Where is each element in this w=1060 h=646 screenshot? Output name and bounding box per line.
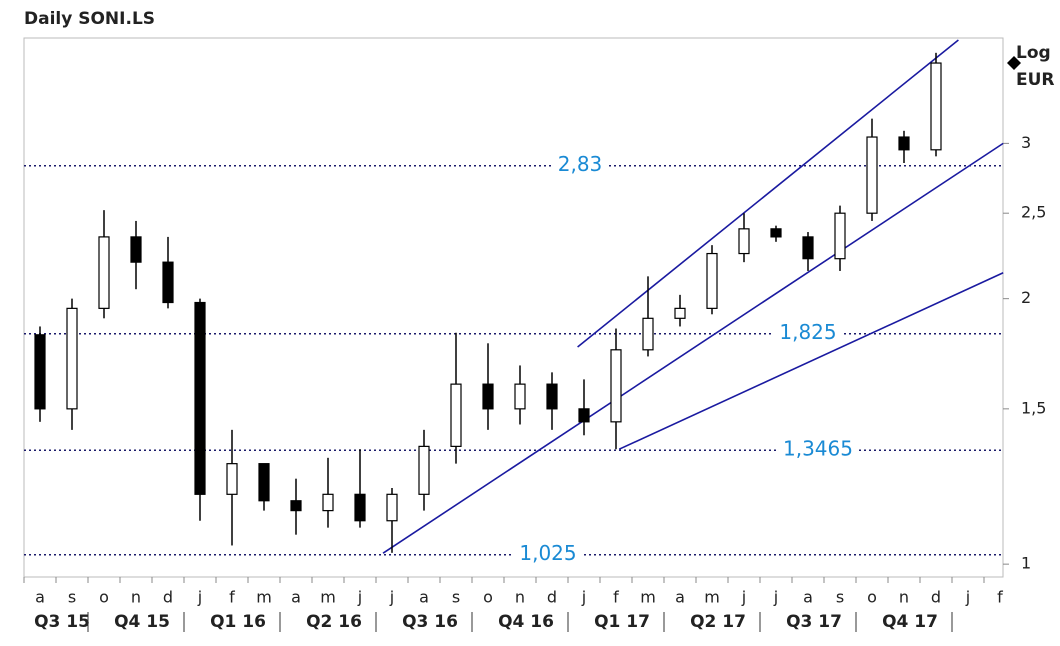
candle-body: [514, 383, 526, 410]
x-tick-label: a: [803, 588, 813, 607]
candle-body: [290, 500, 302, 512]
x-tick-label: o: [867, 588, 877, 607]
plot-frame: [23, 37, 1004, 578]
x-tick-label: j: [741, 588, 746, 607]
candle-body: [610, 349, 622, 423]
level-label: 1,025: [519, 541, 576, 565]
x-tick-label: j: [389, 588, 394, 607]
candle-body: [354, 493, 366, 522]
candle-body: [642, 317, 654, 351]
x-tick-label: j: [965, 588, 970, 607]
candle-body: [546, 383, 558, 410]
x-tick-label: s: [836, 588, 844, 607]
candle-body: [706, 252, 718, 309]
candle-body: [66, 307, 78, 410]
x-tick-label: f: [229, 588, 235, 607]
candle-body: [930, 62, 942, 151]
candle-body: [770, 228, 782, 238]
candle-body: [194, 301, 206, 495]
quarter-label: Q1 17: [594, 612, 650, 632]
chart-title: Daily SONI.LS: [24, 9, 155, 29]
candle-body: [98, 236, 110, 309]
candle-body: [226, 463, 238, 495]
x-tick-label: f: [613, 588, 619, 607]
y-tick-label: 3: [1021, 133, 1031, 152]
x-tick-label: j: [581, 588, 586, 607]
x-tick-label: m: [640, 588, 656, 607]
y-tick-label: 1,5: [1021, 398, 1046, 417]
x-tick-label: n: [899, 588, 909, 607]
candle-body: [450, 383, 462, 447]
level-label: 2,83: [558, 152, 603, 176]
x-tick-label: d: [547, 588, 557, 607]
quarter-label: Q3 17: [786, 612, 842, 632]
y-tick-label: 2: [1021, 288, 1031, 307]
x-tick-label: j: [773, 588, 778, 607]
x-tick-label: a: [291, 588, 301, 607]
quarter-label: Q3 15: [34, 612, 90, 632]
x-tick-label: a: [419, 588, 429, 607]
candle-body: [578, 408, 590, 423]
x-tick-label: d: [931, 588, 941, 607]
quarter-label: Q3 16: [402, 612, 458, 632]
y-tick-label: 1: [1021, 554, 1031, 573]
trendline: [577, 39, 959, 348]
x-tick-label: s: [68, 588, 76, 607]
candle-body: [738, 228, 750, 255]
x-tick-label: f: [997, 588, 1003, 607]
quarter-label: Q2 17: [690, 612, 746, 632]
candle-body: [418, 445, 430, 495]
candle-body: [322, 493, 334, 512]
x-tick-label: a: [35, 588, 45, 607]
x-tick-label: s: [452, 588, 460, 607]
level-label-bg: [773, 321, 843, 346]
x-tick-label: n: [515, 588, 525, 607]
quarter-label: Q4 17: [882, 612, 938, 632]
currency-label: EUR: [1016, 70, 1055, 90]
trendline: [382, 142, 1004, 554]
quarter-label: Q4 16: [498, 612, 554, 632]
quarter-label: Q4 15: [114, 612, 170, 632]
x-tick-label: m: [256, 588, 272, 607]
x-tick-label: o: [483, 588, 493, 607]
scale-label: Log: [1016, 43, 1051, 63]
candle-body: [834, 212, 846, 260]
x-tick-label: o: [99, 588, 109, 607]
candle-body: [898, 136, 910, 151]
level-label: 1,825: [779, 320, 836, 344]
x-tick-label: j: [197, 588, 202, 607]
candle-body: [674, 307, 686, 319]
candle-body: [34, 334, 46, 410]
candle-body: [802, 236, 814, 260]
level-label-bg: [513, 542, 583, 567]
trendline: [618, 272, 1004, 450]
quarter-label: Q1 16: [210, 612, 266, 632]
candle-body: [130, 236, 142, 263]
level-label-bg: [777, 438, 859, 463]
x-tick-label: m: [704, 588, 720, 607]
candle-body: [162, 261, 174, 304]
y-tick-label: 2,5: [1021, 203, 1046, 222]
x-tick-label: m: [320, 588, 336, 607]
x-tick-label: a: [675, 588, 685, 607]
candle-body: [482, 383, 494, 410]
x-tick-label: n: [131, 588, 141, 607]
candle-body: [386, 493, 398, 522]
x-tick-label: d: [163, 588, 173, 607]
x-tick-label: j: [357, 588, 362, 607]
last-price-marker: [1007, 56, 1021, 71]
level-label-bg: [551, 153, 609, 178]
candle-body: [258, 463, 270, 502]
level-label: 1,3465: [783, 437, 853, 461]
quarter-label: Q2 16: [306, 612, 362, 632]
candle-body: [866, 136, 878, 214]
